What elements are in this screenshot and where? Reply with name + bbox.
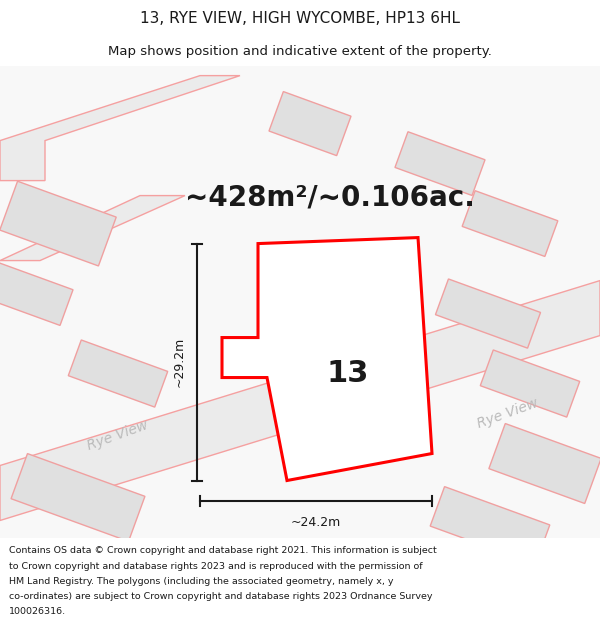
Polygon shape [0,262,73,326]
Polygon shape [0,196,185,261]
Text: HM Land Registry. The polygons (including the associated geometry, namely x, y: HM Land Registry. The polygons (includin… [9,577,394,586]
Polygon shape [395,132,485,196]
Polygon shape [436,279,541,348]
Polygon shape [222,238,432,481]
Text: to Crown copyright and database rights 2023 and is reproduced with the permissio: to Crown copyright and database rights 2… [9,561,422,571]
Polygon shape [489,424,600,504]
Text: 100026316.: 100026316. [9,608,66,616]
Text: ~24.2m: ~24.2m [291,516,341,529]
Text: ~29.2m: ~29.2m [173,337,185,387]
Polygon shape [68,340,168,407]
Polygon shape [0,281,600,521]
Polygon shape [0,76,240,181]
Polygon shape [430,487,550,564]
Text: Rye View: Rye View [286,426,350,461]
Text: co-ordinates) are subject to Crown copyright and database rights 2023 Ordnance S: co-ordinates) are subject to Crown copyr… [9,592,433,601]
Polygon shape [480,350,580,417]
Polygon shape [462,191,558,256]
Text: Contains OS data © Crown copyright and database right 2021. This information is : Contains OS data © Crown copyright and d… [9,546,437,555]
Polygon shape [0,181,116,266]
Polygon shape [11,454,145,541]
Polygon shape [269,92,351,156]
Text: ~428m²/~0.106ac.: ~428m²/~0.106ac. [185,184,475,212]
Text: Rye View: Rye View [86,418,151,453]
Polygon shape [0,66,600,538]
Text: 13: 13 [327,359,369,388]
Text: 13, RYE VIEW, HIGH WYCOMBE, HP13 6HL: 13, RYE VIEW, HIGH WYCOMBE, HP13 6HL [140,11,460,26]
Text: Rye View: Rye View [476,396,541,431]
Text: Map shows position and indicative extent of the property.: Map shows position and indicative extent… [108,45,492,58]
